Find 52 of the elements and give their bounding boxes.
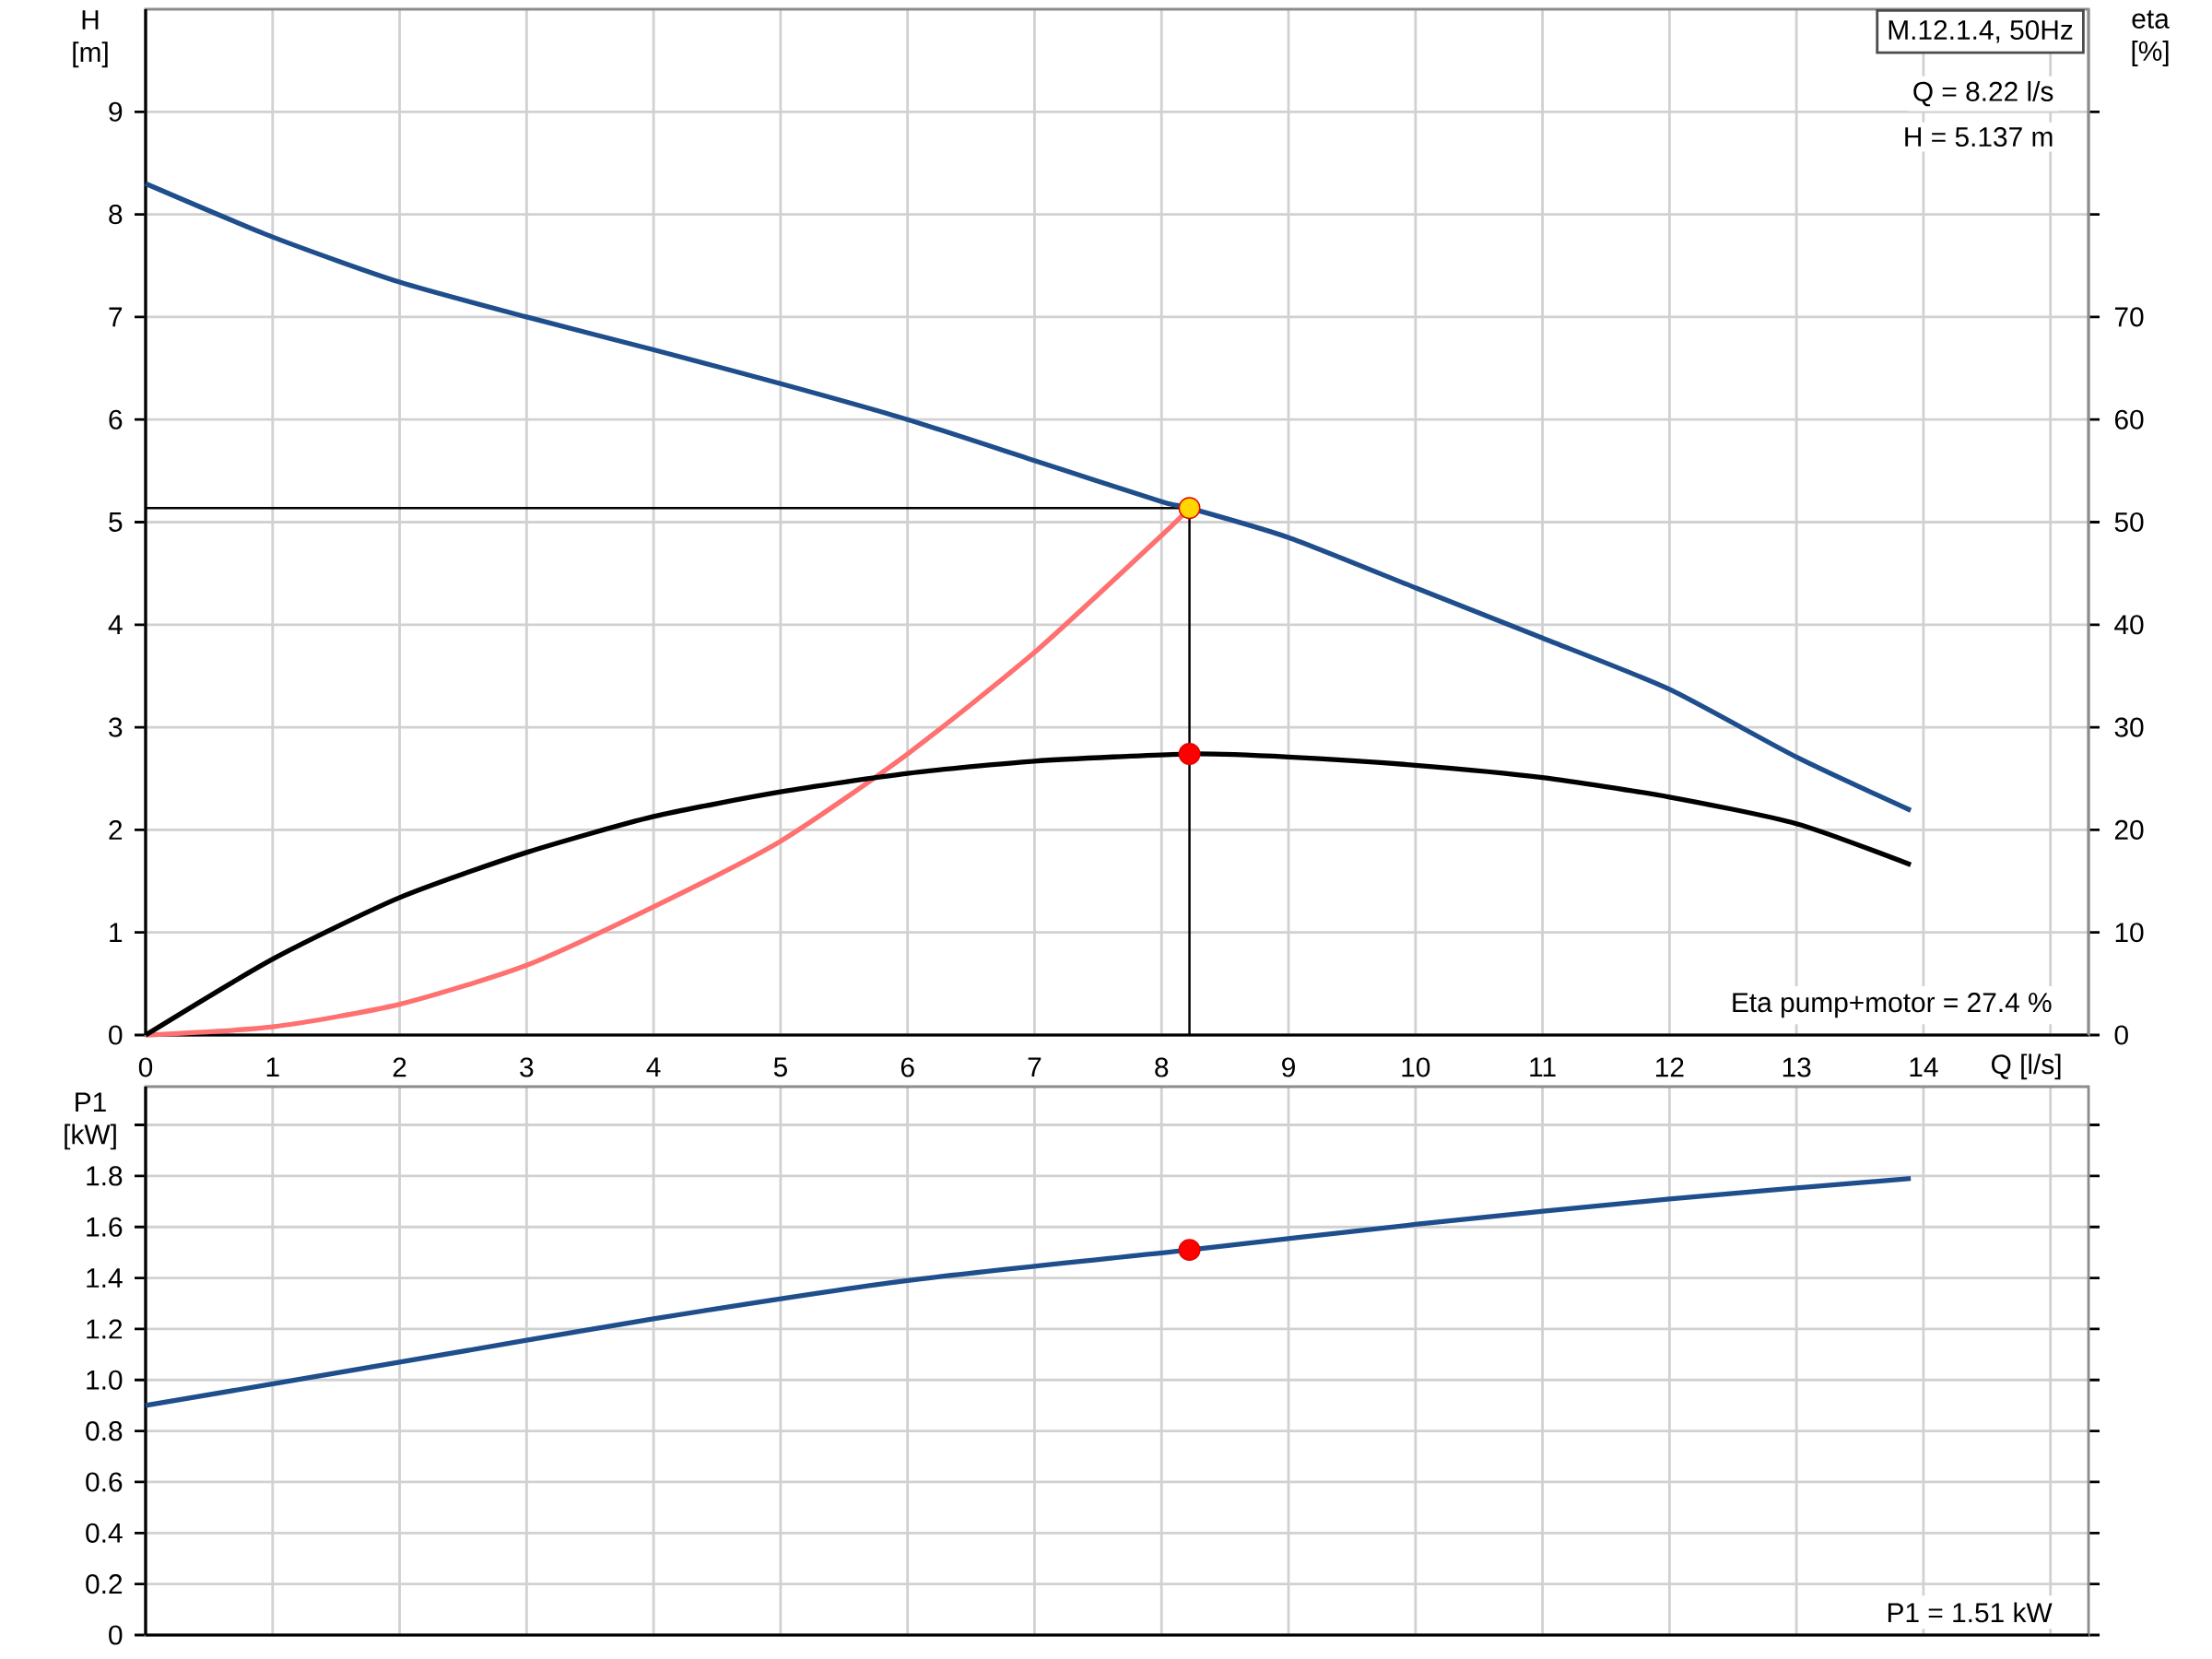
y2-tick-label: 60 bbox=[2115, 409, 2144, 429]
y-tick-label: 9 bbox=[109, 101, 123, 122]
y-tick-label: 1.2 bbox=[87, 1319, 123, 1339]
x-tick-label: 0 bbox=[138, 1057, 153, 1077]
x-tick-label: 12 bbox=[1656, 1057, 1684, 1077]
y-tick-label: 0.2 bbox=[86, 1574, 123, 1594]
y-tick-label: 0 bbox=[109, 1625, 123, 1645]
y-tick-label: 0.6 bbox=[86, 1472, 123, 1492]
x-tick-label: 2 bbox=[393, 1057, 406, 1077]
x-tick-label: 5 bbox=[773, 1057, 787, 1077]
y2-tick-label: 50 bbox=[2114, 512, 2144, 533]
y2-tick-label: 70 bbox=[2115, 307, 2144, 327]
x-tick-label: 13 bbox=[1783, 1057, 1811, 1077]
y2-tick-label: 10 bbox=[2115, 923, 2144, 943]
annotation: P1 = 1.51 kW bbox=[1888, 1602, 2053, 1623]
x-axis-title: Q [l/s] bbox=[1992, 1053, 2061, 1080]
x-tick-label: 9 bbox=[1282, 1057, 1295, 1077]
y-axis-title: P1 [kW] bbox=[65, 1092, 116, 1150]
y2-tick-label: 0 bbox=[2114, 1025, 2128, 1045]
y-tick-label: 0.8 bbox=[86, 1421, 123, 1441]
x-tick-label: 4 bbox=[646, 1057, 661, 1077]
y-tick-label: 0.4 bbox=[86, 1523, 123, 1543]
x-tick-label: 3 bbox=[520, 1057, 534, 1077]
x-tick-label: 6 bbox=[900, 1057, 914, 1077]
y-tick-label: 6 bbox=[109, 409, 123, 429]
y-tick-label: 1.0 bbox=[87, 1370, 123, 1390]
annotation: M.12.1.4, 50Hz bbox=[1888, 19, 2073, 43]
x-tick-label: 1 bbox=[266, 1057, 279, 1077]
y2-tick-label: 30 bbox=[2114, 717, 2144, 737]
y-tick-label: 1.8 bbox=[87, 1166, 123, 1186]
annotation: H = 5.137 m bbox=[1905, 127, 2053, 147]
y-tick-label: 7 bbox=[109, 307, 123, 327]
x-tick-label: 11 bbox=[1530, 1057, 1556, 1077]
y2-axis-title: eta [%] bbox=[2132, 10, 2170, 66]
annotation: Q = 8.22 l/s bbox=[1913, 80, 2053, 107]
y-tick-label: 2 bbox=[109, 820, 123, 840]
y-tick-label: 1.4 bbox=[87, 1268, 123, 1288]
x-tick-label: 7 bbox=[1028, 1057, 1041, 1077]
y-tick-label: 5 bbox=[109, 512, 123, 532]
x-tick-label: 10 bbox=[1402, 1057, 1430, 1077]
y-tick-label: 8 bbox=[109, 205, 123, 225]
annotation: Eta pump+motor = 27.4 % bbox=[1733, 993, 2052, 1018]
y2-tick-label: 40 bbox=[2114, 615, 2144, 635]
x-tick-label: 14 bbox=[1910, 1057, 1938, 1077]
x-tick-label: 8 bbox=[1155, 1057, 1169, 1077]
y-tick-label: 3 bbox=[109, 717, 123, 737]
y-tick-label: 4 bbox=[108, 615, 123, 635]
y-tick-label: 0 bbox=[109, 1025, 123, 1045]
y-tick-label: 1.6 bbox=[87, 1217, 123, 1237]
y2-tick-label: 20 bbox=[2114, 819, 2144, 840]
y-tick-label: 1 bbox=[110, 923, 123, 942]
y-axis-title: H [m] bbox=[73, 10, 108, 68]
